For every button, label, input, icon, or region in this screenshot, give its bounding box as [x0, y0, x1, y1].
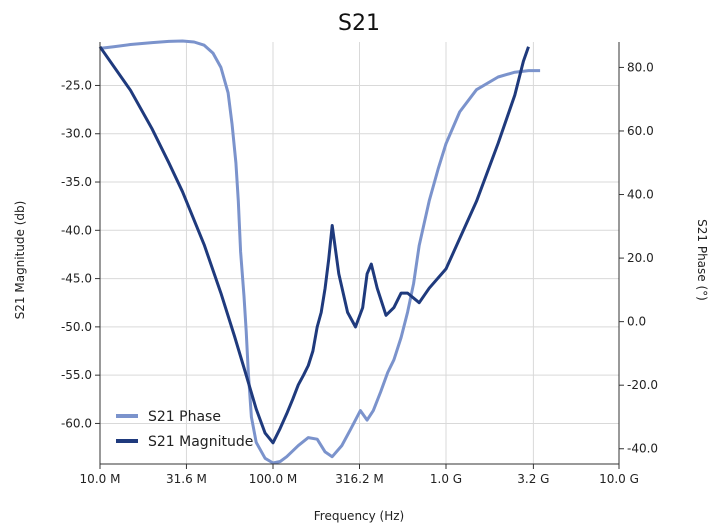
y-left-tick-label: -40.0 — [61, 223, 92, 237]
legend: S21 Phase S21 Magnitude — [116, 409, 253, 450]
legend-phase-label: S21 Phase — [148, 409, 221, 425]
y-right-tick-label: -40.0 — [627, 442, 658, 456]
x-tick-label: 316.2 M — [335, 472, 384, 486]
series-line-s21-magnitude — [98, 45, 530, 445]
x-tick-label: 100.0 M — [249, 472, 298, 486]
y-left-axis-label: S21 Magnitude (db) — [13, 201, 27, 320]
legend-magnitude-label: S21 Magnitude — [148, 434, 253, 450]
y-right-tick-label: 40.0 — [627, 188, 654, 202]
series-line-s21-phase — [99, 39, 541, 465]
y-right-tick-label: 80.0 — [627, 60, 654, 74]
y-right-tick-label: 20.0 — [627, 251, 654, 265]
y-left-tick-label: -55.0 — [61, 368, 92, 382]
y-left-tick-label: -60.0 — [61, 416, 92, 430]
x-tick-label: 31.6 M — [166, 472, 207, 486]
y-right-tick-label: 0.0 — [627, 315, 646, 329]
x-tick-label: 3.2 G — [517, 472, 549, 486]
y-left-tick-label: -25.0 — [61, 78, 92, 92]
y-right-tick-label: 60.0 — [627, 124, 654, 138]
ticks: 10.0 M 31.6 M 100.0 M 316.2 M 1.0 G 3.2 G 10.0… — [61, 60, 658, 486]
y-right-axis-label: S21 Phase (°) — [695, 219, 709, 301]
y-left-tick-label: -30.0 — [61, 127, 92, 141]
x-tick-label: 10.0 G — [599, 472, 639, 486]
x-tick-label: 10.0 M — [80, 472, 121, 486]
chart-title: S21 — [338, 11, 380, 36]
y-left-tick-label: -35.0 — [61, 175, 92, 189]
y-left-tick-label: -50.0 — [61, 320, 92, 334]
series-layer — [98, 39, 541, 465]
x-tick-label: 1.0 G — [430, 472, 462, 486]
x-axis-label: Frequency (Hz) — [314, 509, 405, 523]
y-left-tick-label: -45.0 — [61, 272, 92, 286]
grid — [99, 42, 620, 464]
y-right-tick-label: -20.0 — [627, 378, 658, 392]
